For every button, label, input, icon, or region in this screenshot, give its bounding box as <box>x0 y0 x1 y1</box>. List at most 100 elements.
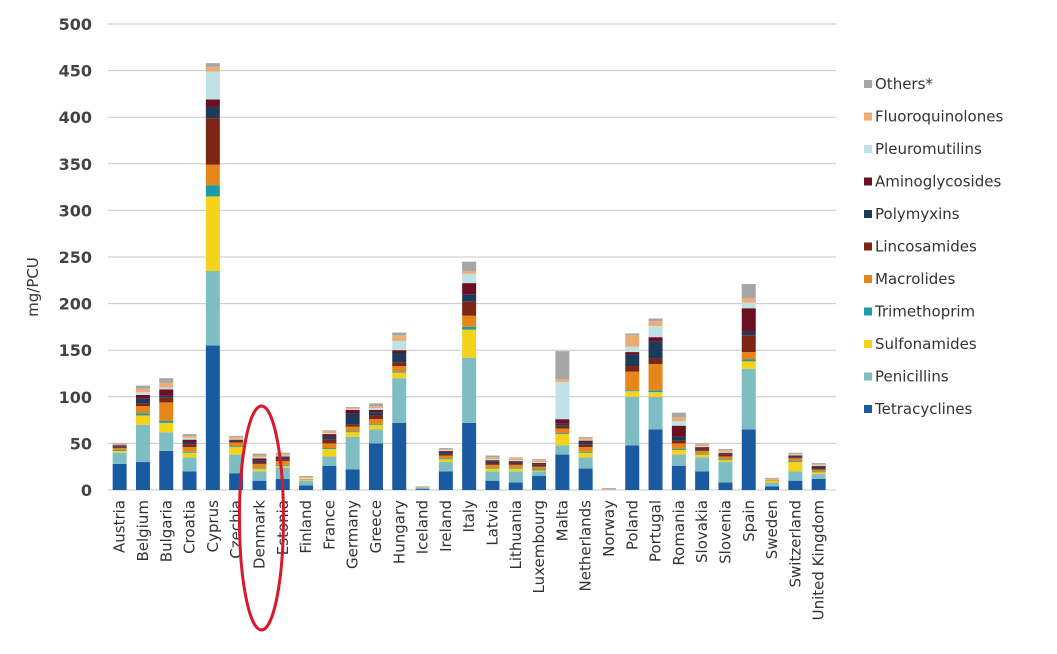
y-tick-label: 400 <box>59 108 92 127</box>
bar-segment <box>578 437 593 440</box>
bar-segment <box>368 403 383 407</box>
bar-segment <box>252 480 267 490</box>
y-tick-label: 500 <box>59 15 92 34</box>
bar-segment <box>695 453 710 455</box>
bar-segment <box>555 428 570 434</box>
legend-label: Tetracyclines <box>874 400 973 418</box>
y-tick-label: 150 <box>59 341 92 360</box>
bar-segment <box>508 462 523 463</box>
bar-segment <box>159 421 174 423</box>
bar-segment <box>695 446 710 448</box>
legend-swatch <box>864 307 872 316</box>
x-tick-label: Slovenia <box>716 500 734 564</box>
bar-segment <box>182 457 197 472</box>
bar-segment <box>578 440 593 443</box>
bar-segment <box>159 382 174 388</box>
bar-segment <box>462 326 477 330</box>
x-tick-label: Malta <box>553 500 571 541</box>
bar-segment <box>322 448 337 449</box>
bar-segment <box>462 294 477 302</box>
bar-segment <box>601 488 616 490</box>
bar-segment <box>485 460 500 462</box>
bar-segment <box>508 482 523 490</box>
bar-segment <box>741 298 756 303</box>
bar-segment <box>345 436 360 470</box>
bar-segment <box>578 457 593 469</box>
bar-segment <box>112 448 127 450</box>
bar-segment <box>485 471 500 481</box>
legend-label: Aminoglycosides <box>875 173 1001 191</box>
bar-segment <box>299 477 314 479</box>
bar-segment <box>159 432 174 451</box>
bar-segment <box>718 456 733 460</box>
bar-segment <box>508 460 523 462</box>
bar-segment <box>648 341 663 359</box>
bar-segment <box>671 421 686 426</box>
legend-swatch <box>864 80 872 88</box>
bar-segment <box>695 444 710 447</box>
bar-segment <box>368 443 383 490</box>
bar-segment <box>159 450 174 490</box>
bar-segment <box>718 448 733 450</box>
bar-segment <box>322 433 337 435</box>
bar-segment <box>788 461 803 463</box>
bar-segment <box>159 422 174 433</box>
bar-segment <box>532 469 547 471</box>
bar-segment <box>252 457 267 459</box>
bar-segment <box>601 489 616 490</box>
bar-segment <box>345 424 360 427</box>
x-tick-label: Norway <box>600 500 618 557</box>
bar-segment <box>159 402 174 422</box>
bar-segment <box>671 417 686 422</box>
bar-segment <box>345 432 360 437</box>
bar-segment <box>252 471 267 481</box>
x-tick-label: Croatia <box>181 500 199 554</box>
bar-segment <box>462 357 477 423</box>
x-tick-label: Austria <box>111 500 129 553</box>
bar-segment <box>392 422 407 490</box>
bar-segment <box>135 385 150 389</box>
bar-segment <box>135 424 150 463</box>
bar-segment <box>159 378 174 383</box>
bar-segment <box>625 445 640 490</box>
bar-segment <box>718 462 733 483</box>
bar-segment <box>135 388 150 393</box>
bar-segment <box>555 425 570 429</box>
bar-segment <box>555 434 570 446</box>
bar-segment <box>299 478 314 480</box>
bar-segment <box>205 270 220 346</box>
bar-segment <box>718 460 733 463</box>
bar-segment <box>765 479 780 481</box>
bar-segment <box>718 449 733 452</box>
bar-segment <box>765 477 780 479</box>
bar-segment <box>811 463 826 465</box>
x-tick-label: Hungary <box>390 500 408 564</box>
bar-segment <box>345 408 360 410</box>
bar-segment <box>508 468 523 472</box>
bar-segment <box>205 63 220 67</box>
bar-segment <box>648 321 663 326</box>
bar-segment <box>112 449 127 451</box>
bar-segment <box>695 450 710 454</box>
bar-segment <box>532 463 547 465</box>
bar-segment <box>182 439 197 443</box>
bar-segment <box>368 407 383 410</box>
y-axis-ticks: 0 50 100 150 200 250 300 350 400 450 500 <box>59 15 92 500</box>
y-tick-label: 200 <box>59 295 92 314</box>
bar-segment <box>159 389 174 396</box>
bar-segment <box>718 453 733 455</box>
bar-segment <box>275 461 290 465</box>
bar-segment <box>788 455 803 457</box>
bar-segment <box>555 454 570 490</box>
bar-segment <box>135 394 150 399</box>
bar-segment <box>555 445 570 455</box>
bar-segment <box>788 457 803 459</box>
bar-segment <box>578 444 593 448</box>
bar-segment <box>229 442 244 447</box>
bar-segment <box>648 392 663 397</box>
bar-segment <box>462 315 477 327</box>
bar-segment <box>229 435 244 437</box>
bar-segment <box>182 452 197 458</box>
x-tick-label: Ireland <box>437 500 455 552</box>
bar-segment <box>741 335 756 353</box>
